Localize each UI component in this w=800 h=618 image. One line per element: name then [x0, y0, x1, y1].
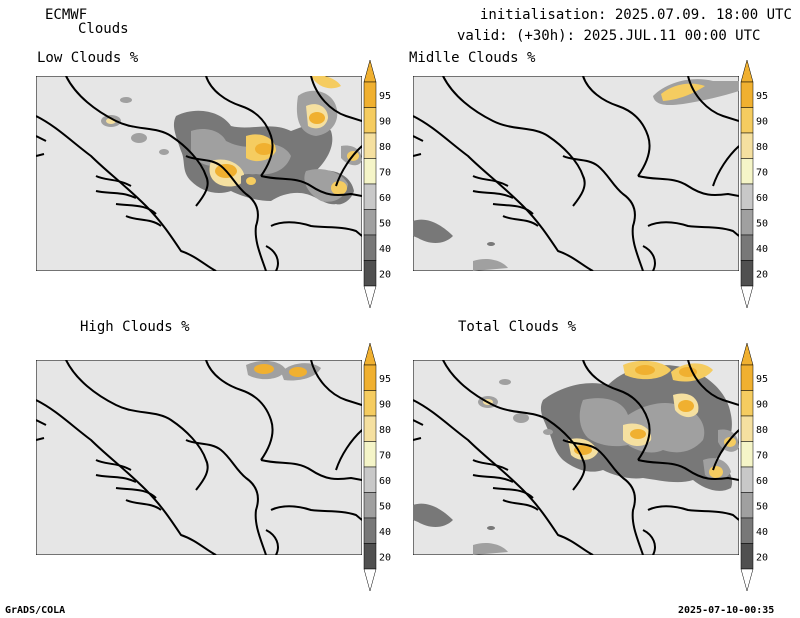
valid-label: valid: (+30h): 2025.JUL.11 00:00 UTC [457, 29, 760, 43]
colorbar-swatch [363, 183, 377, 210]
map-panel-low [36, 76, 362, 271]
init-label: initialisation: 2025.07.09. 18:00 UTC [480, 8, 792, 22]
colorbar-label: 80 [756, 425, 768, 436]
colorbar-label: 95 [379, 374, 391, 385]
colorbar-swatch [740, 415, 754, 442]
colorbar-label: 60 [379, 476, 391, 487]
colorbar-label: 20 [379, 552, 391, 563]
colorbar-swatch [363, 132, 377, 159]
colorbar-label: 70 [756, 450, 768, 461]
colorbar-swatch [363, 107, 377, 134]
product-name: Clouds [78, 21, 129, 37]
colorbar-swatch [740, 364, 754, 391]
panel-title-high: High Clouds % [80, 319, 190, 335]
colorbar-label: 60 [756, 476, 768, 487]
colorbar-label: 70 [756, 167, 768, 178]
colorbar-swatch [740, 466, 754, 493]
colorbar-label: 95 [756, 374, 768, 385]
colorbar-swatch [740, 517, 754, 544]
colorbar-swatch [740, 260, 754, 287]
colorbar-swatch [363, 543, 377, 570]
colorbar-label: 50 [379, 501, 391, 512]
colorbar-swatch [363, 390, 377, 417]
colorbar-label: 80 [756, 142, 768, 153]
colorbar-label: 90 [756, 399, 768, 410]
panel-title-middle: Midlle Clouds % [409, 50, 536, 66]
map-panel-total [413, 360, 739, 555]
colorbar-bottom-arrow [740, 285, 754, 309]
colorbar-label: 50 [379, 218, 391, 229]
map-panel-high [36, 360, 362, 555]
init-label-text: initialisation: [480, 7, 607, 23]
colorbar-label: 80 [379, 142, 391, 153]
colorbar-bottom-arrow [363, 285, 377, 309]
colorbar-label: 50 [756, 501, 768, 512]
colorbar-swatch [363, 441, 377, 468]
colorbar-swatch [740, 234, 754, 261]
map-panel-middle [413, 76, 739, 271]
colorbar-top-arrow [740, 59, 754, 83]
colorbar-label: 60 [756, 193, 768, 204]
colorbar-swatch [363, 466, 377, 493]
colorbar-total: 95 90 80 70 60 50 40 20 [740, 342, 781, 592]
valid-value: 2025.JUL.11 00:00 UTC [583, 28, 761, 44]
colorbar-high: 95 90 80 70 60 50 40 20 [363, 342, 404, 592]
colorbar-swatch [740, 543, 754, 570]
colorbar-swatch [363, 415, 377, 442]
colorbar-label: 70 [379, 167, 391, 178]
colorbar-label: 20 [756, 269, 768, 280]
colorbar-label: 90 [379, 116, 391, 127]
colorbar-swatch [740, 209, 754, 236]
colorbar-label: 40 [379, 244, 391, 255]
colorbar-swatch [363, 81, 377, 108]
colorbar-label: 80 [379, 425, 391, 436]
colorbar-swatch [363, 364, 377, 391]
colorbar-label: 40 [756, 527, 768, 538]
colorbar-swatch [740, 390, 754, 417]
colorbar-label: 40 [379, 527, 391, 538]
colorbar-top-arrow [363, 59, 377, 83]
colorbar-swatch [740, 158, 754, 185]
colorbar-label: 60 [379, 193, 391, 204]
colorbar-top-arrow [740, 342, 754, 366]
colorbar-swatch [740, 107, 754, 134]
valid-label-text: valid: (+30h): [457, 28, 576, 44]
footer-left: GrADS/COLA [5, 605, 66, 616]
colorbar-label: 95 [379, 91, 391, 102]
colorbar-label: 40 [756, 244, 768, 255]
colorbar-swatch [363, 260, 377, 287]
colorbar-label: 95 [756, 91, 768, 102]
cloud-field-high [246, 360, 321, 381]
colorbar-swatch [363, 234, 377, 261]
colorbar-top-arrow [363, 342, 377, 366]
colorbar-swatch [363, 517, 377, 544]
panel-title-low: Low Clouds % [37, 50, 139, 66]
panel-title-total: Total Clouds % [458, 319, 577, 335]
model-name: ECMWF [45, 7, 88, 23]
footer-right: 2025-07-10-00:35 [678, 605, 775, 616]
colorbar-low: 95 90 80 70 60 50 40 20 [363, 59, 404, 309]
colorbar-label: 50 [756, 218, 768, 229]
init-value: 2025.07.09. 18:00 UTC [614, 7, 792, 23]
colorbar-swatch [363, 158, 377, 185]
colorbar-label: 20 [379, 269, 391, 280]
colorbar-swatch [740, 81, 754, 108]
colorbar-label: 90 [756, 116, 768, 127]
colorbar-label: 70 [379, 450, 391, 461]
colorbar-label: 20 [756, 552, 768, 563]
colorbar-bottom-arrow [363, 568, 377, 592]
colorbar-label: 90 [379, 399, 391, 410]
colorbar-swatch [363, 209, 377, 236]
colorbar-swatch [740, 492, 754, 519]
cloud-field-total [413, 360, 739, 555]
colorbar-swatch [740, 132, 754, 159]
colorbar-middle: 95 90 80 70 60 50 40 20 [740, 59, 781, 309]
colorbar-swatch [740, 441, 754, 468]
colorbar-swatch [363, 492, 377, 519]
colorbar-bottom-arrow [740, 568, 754, 592]
cloud-field-middle [413, 79, 739, 271]
colorbar-swatch [740, 183, 754, 210]
